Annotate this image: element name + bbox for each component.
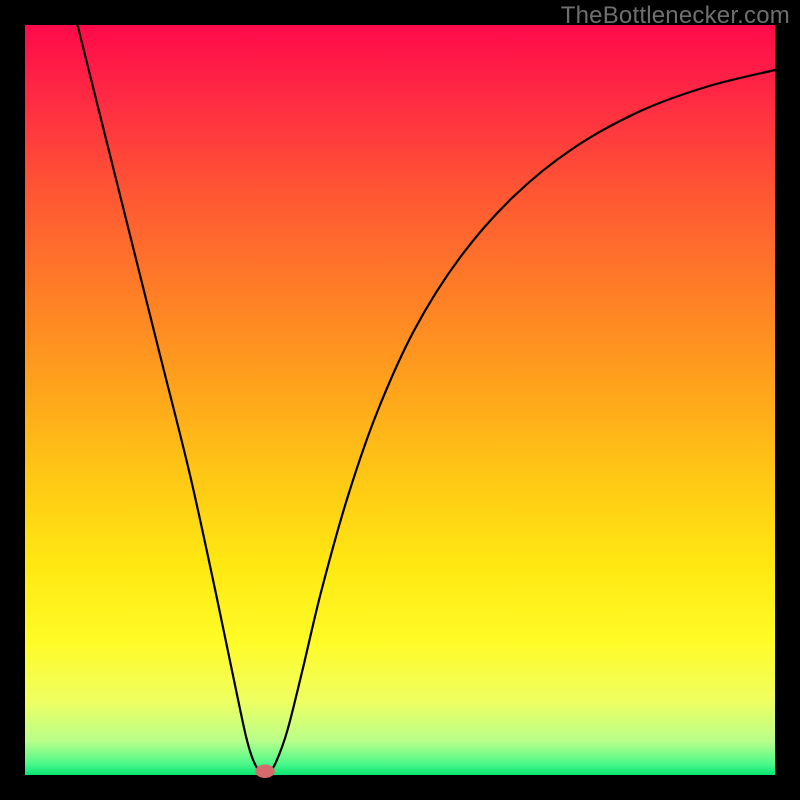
plot-background (25, 25, 775, 775)
bottleneck-chart (0, 0, 800, 800)
watermark-text: TheBottlenecker.com (561, 2, 790, 30)
chart-frame: TheBottlenecker.com (0, 0, 800, 800)
optimal-point-marker (255, 765, 275, 779)
